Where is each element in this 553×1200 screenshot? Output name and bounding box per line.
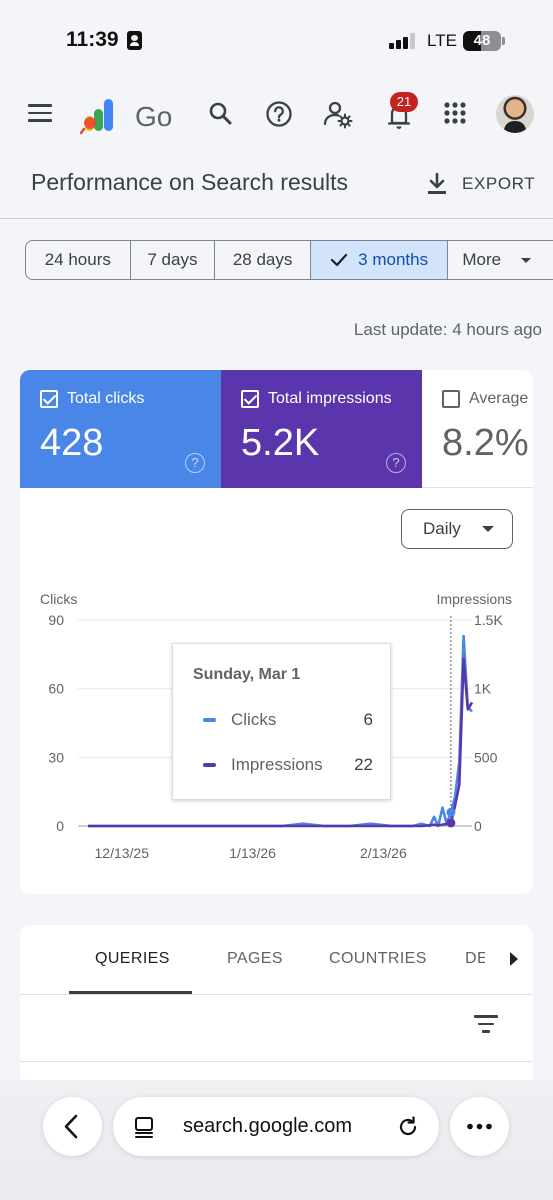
metric-label: Total impressions (241, 390, 392, 408)
filter-icon[interactable] (474, 1015, 498, 1033)
metric-label: Average CTR (442, 390, 533, 408)
chip-label: 3 months (358, 250, 429, 269)
download-icon (428, 172, 446, 194)
metric-label-text: Total impressions (268, 390, 392, 407)
chevron-down-icon (521, 257, 532, 263)
page-title: Performance on Search results (31, 169, 349, 195)
checkbox-checked-icon[interactable] (241, 390, 259, 408)
hover-point-impressions (446, 818, 456, 828)
metric-label: Total clicks (40, 390, 144, 408)
chip-more[interactable]: More (448, 241, 553, 279)
x-tick-label: 1/13/26 (229, 845, 276, 860)
tooltip-series-value: 22 (354, 755, 373, 774)
logo-text: Go (135, 101, 173, 132)
legend-swatch (203, 718, 216, 722)
left-tick-label: 30 (48, 749, 64, 765)
left-tick-label: 0 (56, 818, 64, 834)
admin-settings-icon[interactable] (320, 96, 356, 132)
metric-average-ctr[interactable]: Average CTR 8.2% (422, 370, 533, 488)
granularity-select[interactable]: Daily (401, 509, 513, 549)
legend-swatch (203, 763, 216, 767)
left-tick-label: 90 (48, 612, 64, 628)
back-button[interactable] (43, 1097, 102, 1156)
tab-devices[interactable]: DEVICES (465, 950, 485, 967)
right-tick-label: 1K (474, 681, 492, 697)
metric-value: 5.2K (241, 422, 320, 464)
chip-28-days[interactable]: 28 days (215, 241, 311, 279)
export-button[interactable]: EXPORT (426, 170, 535, 198)
more-horizontal-icon (467, 1123, 492, 1130)
page-menu-icon[interactable] (133, 1116, 155, 1138)
tabs-divider (20, 994, 533, 995)
help-icon[interactable]: ? (185, 453, 205, 473)
tooltip-series-name: Clicks (231, 710, 277, 729)
network-type: LTE (427, 31, 457, 50)
chevron-left-icon (64, 1114, 78, 1139)
active-tab-indicator (69, 991, 192, 994)
apps-grid-icon[interactable] (437, 95, 473, 131)
battery-level: 48 (473, 32, 491, 49)
help-icon[interactable] (261, 96, 297, 132)
check-icon (331, 253, 348, 267)
metric-value: 8.2% (442, 422, 529, 464)
checkbox-checked-icon[interactable] (40, 390, 58, 408)
id-card-icon (127, 31, 142, 50)
metric-value: 428 (40, 422, 104, 464)
search-console-logo (80, 99, 113, 135)
url-bar[interactable]: search.google.com (113, 1097, 439, 1156)
tooltip-series-name: Impressions (231, 755, 323, 774)
chart-tooltip: Sunday, Mar 1 Clicks 6 Impressions 22 (172, 643, 391, 800)
url-text: search.google.com (183, 1115, 352, 1137)
date-range-selector: 24 hours 7 days 28 days 3 months More (25, 240, 553, 280)
tooltip-series-value: 6 (363, 710, 373, 729)
right-tick-label: 0 (474, 818, 482, 834)
chip-label: 24 hours (44, 250, 111, 269)
metric-label-text: Total clicks (67, 390, 145, 407)
header-divider (0, 218, 553, 219)
tab-queries[interactable]: QUERIES (95, 950, 170, 967)
battery-icon: 48 (463, 31, 501, 51)
chip-label: More (462, 250, 502, 269)
dimension-tabs-card: QUERIES PAGES COUNTRIES DEVICES (20, 925, 533, 1080)
notification-badge: 21 (390, 92, 418, 112)
left-tick-label: 60 (48, 681, 64, 697)
right-axis-label: Impressions (437, 591, 512, 607)
chevron-down-icon (482, 526, 494, 532)
avatar[interactable] (496, 95, 534, 133)
metric-total-impressions[interactable]: Total impressions 5.2K ? (221, 370, 422, 488)
help-icon[interactable]: ? (386, 453, 406, 473)
chip-7-days[interactable]: 7 days (131, 241, 216, 279)
chip-label: 28 days (232, 250, 293, 269)
menu-icon[interactable] (28, 104, 52, 122)
status-time: 11:39 (66, 28, 119, 51)
metric-total-clicks[interactable]: Total clicks 428 ? (20, 370, 221, 488)
x-tick-label: 2/13/26 (360, 845, 407, 860)
right-tick-label: 1.5K (474, 612, 503, 628)
scroll-right-icon[interactable] (510, 952, 518, 966)
reload-icon[interactable] (396, 1115, 420, 1139)
tab-pages[interactable]: PAGES (227, 950, 283, 967)
tooltip-date: Sunday, Mar 1 (193, 666, 301, 683)
chip-24-hours[interactable]: 24 hours (26, 241, 131, 279)
battery-cap (502, 37, 505, 45)
last-update: Last update: 4 hours ago (353, 320, 542, 339)
right-tick-label: 500 (474, 749, 498, 765)
more-options-button[interactable] (450, 1097, 509, 1156)
checkbox-unchecked-icon[interactable] (442, 390, 460, 408)
hover-point-clicks (446, 807, 456, 817)
performance-card: Total clicks 428 ? Total impressions 5.2… (20, 370, 533, 894)
chip-label: 7 days (147, 250, 198, 269)
table-divider (20, 1061, 533, 1062)
battery-fill (463, 31, 482, 51)
metric-label-text: Average CTR (469, 390, 533, 407)
granularity-value: Daily (423, 519, 461, 538)
left-axis-label: Clicks (40, 591, 77, 607)
search-icon[interactable] (203, 96, 239, 132)
x-tick-label: 12/13/25 (95, 845, 150, 860)
export-label: EXPORT (462, 174, 536, 193)
cellular-signal-icon (389, 33, 419, 49)
chip-3-months[interactable]: 3 months (310, 241, 449, 279)
tab-countries[interactable]: COUNTRIES (329, 950, 427, 967)
